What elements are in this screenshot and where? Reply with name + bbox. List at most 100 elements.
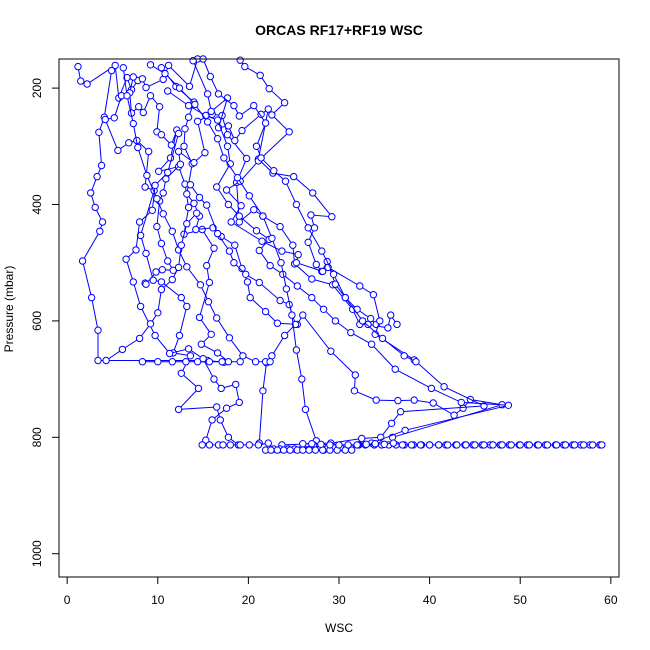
data-point: [101, 115, 109, 124]
data-point: [242, 270, 250, 278]
data-point: [480, 441, 488, 449]
data-point: [280, 446, 288, 454]
data-point: [213, 349, 222, 357]
data-point: [119, 64, 128, 72]
data-point: [243, 278, 252, 286]
data-point: [246, 293, 254, 302]
data-point: [198, 441, 206, 449]
x-tick-label: 20: [242, 593, 256, 607]
data-point: [213, 314, 221, 322]
data-point: [250, 101, 258, 110]
data-point: [77, 77, 85, 85]
data-point: [288, 311, 296, 319]
data-point: [122, 255, 130, 263]
data-point: [222, 186, 231, 194]
data-point: [190, 158, 198, 167]
data-point: [259, 387, 267, 395]
data-point: [241, 62, 249, 71]
data-point: [194, 384, 203, 393]
data-point: [289, 241, 297, 249]
data-point: [174, 263, 183, 272]
data-point: [412, 358, 420, 366]
data-point: [237, 202, 245, 210]
data-point: [239, 352, 247, 360]
data-point: [154, 358, 162, 366]
data-point: [276, 296, 284, 305]
data-point: [135, 103, 143, 111]
data-point: [367, 340, 376, 348]
data-point: [254, 441, 263, 449]
data-point: [273, 446, 282, 454]
data-point: [252, 227, 261, 235]
data-point: [358, 317, 367, 325]
data-point: [353, 441, 361, 449]
data-point: [185, 82, 194, 91]
data-point: [208, 416, 216, 424]
x-tick-label: 40: [423, 593, 437, 607]
data-point: [183, 220, 191, 228]
data-point: [231, 241, 239, 249]
data-point: [261, 119, 270, 127]
x-tick-label: 30: [332, 593, 346, 607]
data-point: [182, 358, 190, 366]
y-tick-label: 1000: [30, 540, 44, 567]
series-16: [138, 358, 226, 366]
data-point: [193, 358, 202, 366]
data-point: [132, 246, 140, 254]
data-point: [129, 73, 138, 81]
data-point: [266, 358, 274, 366]
data-point: [543, 441, 552, 449]
data-point: [457, 398, 465, 407]
data-point: [242, 154, 251, 163]
data-point: [196, 281, 205, 289]
data-point: [378, 334, 387, 343]
data-point: [197, 340, 206, 348]
data-point: [174, 147, 183, 156]
series-line: [302, 442, 602, 446]
data-point: [364, 320, 372, 329]
data-point: [184, 345, 193, 353]
chart-title: ORCAS RF17+RF19 WSC: [255, 22, 423, 38]
data-point: [225, 247, 234, 255]
data-point: [318, 247, 326, 255]
data-point: [146, 320, 155, 328]
data-point: [367, 314, 375, 323]
series-14: [199, 55, 420, 366]
data-point: [230, 259, 238, 267]
data-point: [135, 218, 144, 226]
data-point: [252, 142, 261, 151]
data-point: [145, 147, 153, 156]
data-point: [507, 441, 515, 449]
data-point: [184, 203, 193, 212]
data-point: [257, 154, 265, 162]
data-point: [387, 419, 396, 427]
data-point: [94, 356, 102, 365]
data-point: [102, 356, 110, 365]
data-point: [210, 244, 218, 252]
data-point: [157, 285, 166, 294]
data-point: [281, 177, 290, 185]
data-point: [273, 319, 282, 327]
data-point: [270, 167, 278, 175]
data-point: [238, 264, 246, 273]
y-tick-label: 200: [30, 78, 44, 98]
data-point: [268, 111, 276, 119]
series-10: [122, 129, 244, 444]
data-point: [326, 441, 334, 449]
data-point: [216, 416, 225, 424]
data-point: [256, 71, 264, 80]
data-point: [123, 92, 131, 100]
y-tick-label: 400: [30, 194, 44, 214]
data-point: [453, 441, 461, 449]
data-point: [184, 101, 193, 110]
data-point: [341, 293, 349, 302]
data-point: [223, 142, 232, 151]
data-point: [218, 358, 226, 366]
data-point: [552, 441, 561, 449]
data-point: [235, 112, 244, 120]
data-point: [266, 261, 274, 270]
data-point: [195, 313, 204, 322]
data-point: [394, 396, 402, 405]
data-point: [195, 193, 204, 202]
y-axis-label: Pressure (mbar): [2, 266, 16, 353]
